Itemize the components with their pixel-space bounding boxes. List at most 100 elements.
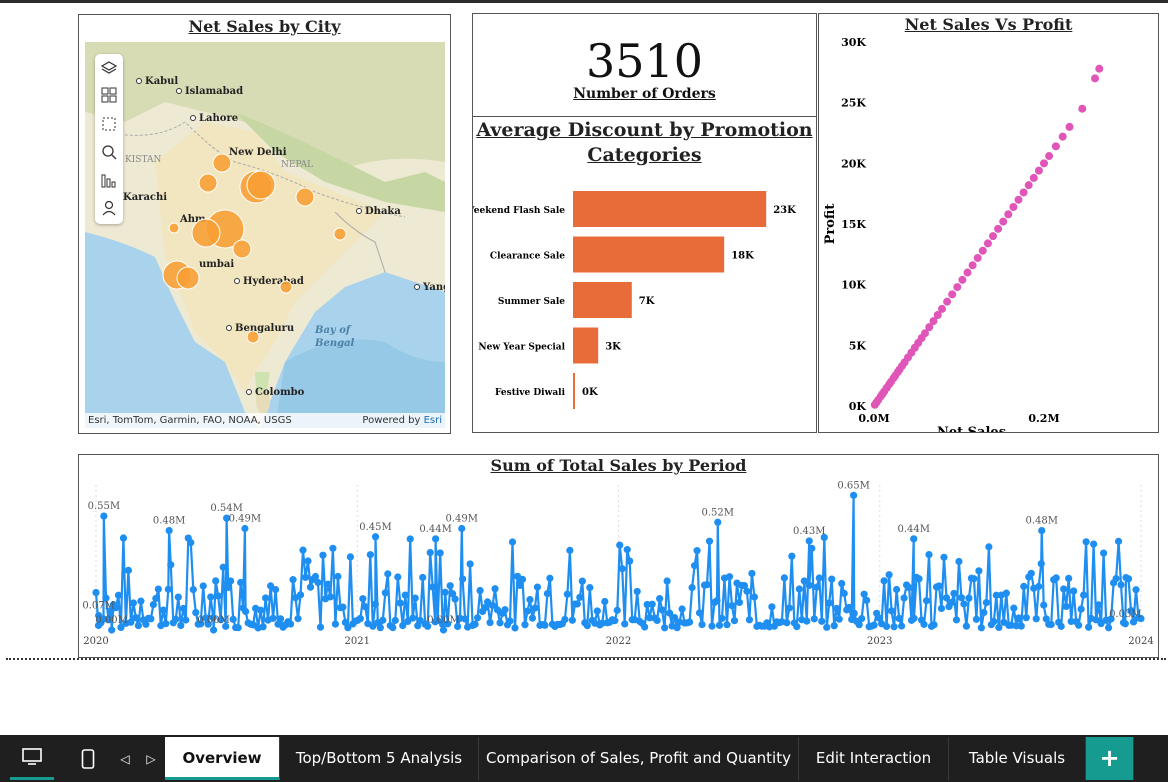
sales-point[interactable] <box>883 622 891 631</box>
sales-point[interactable] <box>714 518 722 526</box>
sales-point[interactable] <box>419 573 427 582</box>
city-sales-bubble[interactable] <box>246 330 260 344</box>
sales-point[interactable] <box>331 620 340 628</box>
sales-point[interactable] <box>1052 574 1060 582</box>
sales-point[interactable] <box>793 623 801 631</box>
sales-point[interactable] <box>424 622 432 630</box>
sales-point[interactable] <box>573 600 581 608</box>
city-sales-bubble[interactable] <box>279 280 293 294</box>
sales-point[interactable] <box>1127 607 1135 615</box>
sales-point[interactable] <box>705 537 714 545</box>
add-page-button[interactable]: + <box>1086 737 1134 780</box>
sales-point[interactable] <box>718 614 726 622</box>
sales-point[interactable] <box>800 577 808 585</box>
sales-point[interactable] <box>339 603 347 611</box>
sales-point[interactable] <box>693 547 701 555</box>
mobile-view-icon[interactable] <box>66 737 110 780</box>
sales-point[interactable] <box>965 594 973 602</box>
sales-point[interactable] <box>202 614 210 622</box>
sales-point[interactable] <box>785 604 793 612</box>
sales-point[interactable] <box>1062 602 1070 611</box>
sales-point[interactable] <box>611 617 619 625</box>
sales-point[interactable] <box>154 585 162 593</box>
sales-point[interactable] <box>952 616 961 624</box>
city-sales-bubble[interactable] <box>212 153 232 173</box>
sales-point[interactable] <box>980 608 988 617</box>
sales-point[interactable] <box>957 594 966 602</box>
scatter-point[interactable] <box>1040 159 1048 168</box>
sales-point[interactable] <box>880 577 888 585</box>
sales-point[interactable] <box>835 615 843 623</box>
sales-point[interactable] <box>384 570 392 578</box>
scatter-point[interactable] <box>1051 142 1060 151</box>
sales-point[interactable] <box>432 535 440 543</box>
sales-point[interactable] <box>743 587 751 595</box>
sales-point[interactable] <box>1035 582 1043 591</box>
sales-point[interactable] <box>276 615 285 623</box>
scatter-point[interactable] <box>925 323 934 332</box>
sales-point[interactable] <box>1107 615 1115 623</box>
sales-point[interactable] <box>271 585 280 594</box>
scatter-point[interactable] <box>989 232 997 241</box>
sales-point[interactable] <box>526 596 534 604</box>
sales-point[interactable] <box>1070 587 1078 595</box>
sales-point[interactable] <box>165 526 173 535</box>
scatter-point[interactable] <box>1045 152 1054 161</box>
sales-point[interactable] <box>1047 620 1055 629</box>
sales-point[interactable] <box>266 582 275 590</box>
sales-point[interactable] <box>1042 615 1050 623</box>
sales-point[interactable] <box>242 607 250 616</box>
scatter-point[interactable] <box>943 297 952 306</box>
sales-point[interactable] <box>641 623 649 631</box>
map-panel[interactable]: Net Sales by City Kabul Islamabad Lahore KI… <box>78 14 451 434</box>
sales-point[interactable] <box>1121 620 1129 628</box>
sales-point[interactable] <box>491 585 499 593</box>
sales-point[interactable] <box>728 602 736 610</box>
legend-icon[interactable] <box>101 87 117 103</box>
sales-point[interactable] <box>152 594 160 603</box>
sales-point[interactable] <box>838 579 846 588</box>
sales-point[interactable] <box>396 599 404 607</box>
scatter-point[interactable] <box>938 304 946 313</box>
prev-page-icon[interactable]: ◁ <box>120 751 130 766</box>
sales-point[interactable] <box>850 491 858 499</box>
person-icon[interactable] <box>101 200 117 216</box>
sales-point[interactable] <box>1104 624 1113 632</box>
sales-point[interactable] <box>1085 623 1093 631</box>
sales-point[interactable] <box>688 583 696 592</box>
sales-point[interactable] <box>803 617 811 625</box>
sales-point[interactable] <box>1112 574 1120 583</box>
sales-point[interactable] <box>578 577 586 585</box>
scatter-point[interactable] <box>968 261 977 270</box>
sales-point[interactable] <box>114 591 123 599</box>
sales-point[interactable] <box>394 573 402 581</box>
sales-point[interactable] <box>910 614 918 622</box>
sales-point[interactable] <box>304 557 312 565</box>
sales-point[interactable] <box>389 623 397 632</box>
sales-point[interactable] <box>197 620 205 628</box>
kpi-card[interactable]: 3510 Number of Orders <box>472 13 817 117</box>
sales-point[interactable] <box>207 593 215 601</box>
sales-point[interactable] <box>920 620 928 628</box>
sales-point[interactable] <box>454 622 462 631</box>
scatter-point[interactable] <box>1014 195 1023 204</box>
discount-bar[interactable] <box>573 373 575 409</box>
sales-point[interactable] <box>1075 621 1083 629</box>
discount-bar[interactable] <box>573 282 632 318</box>
sales-point[interactable] <box>633 587 641 596</box>
sales-point[interactable] <box>326 593 335 601</box>
sales-point[interactable] <box>223 514 231 522</box>
sales-point[interactable] <box>192 608 200 617</box>
esri-link[interactable]: Esri <box>423 415 442 426</box>
scatter-point[interactable] <box>963 268 972 277</box>
sales-point[interactable] <box>942 594 951 602</box>
sales-point[interactable] <box>521 621 529 629</box>
sales-point[interactable] <box>483 598 492 606</box>
sales-point[interactable] <box>561 615 569 624</box>
sales-point[interactable] <box>391 616 399 624</box>
sales-point[interactable] <box>119 534 128 542</box>
sales-point[interactable] <box>179 604 187 613</box>
scatter-point[interactable] <box>933 311 942 319</box>
sales-point[interactable] <box>486 618 494 627</box>
city-sales-bubble[interactable] <box>246 170 276 200</box>
